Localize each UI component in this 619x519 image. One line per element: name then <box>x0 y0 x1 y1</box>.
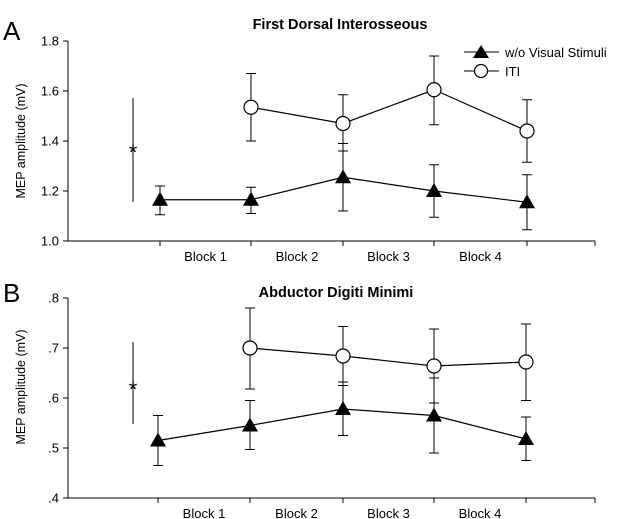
series-iti <box>242 307 534 404</box>
data-point-circle <box>426 82 442 98</box>
data-point-triangle <box>242 417 258 432</box>
panel-a-title: First Dorsal Interosseous <box>253 17 428 33</box>
data-point-circle <box>519 123 535 139</box>
series-wo-visual-stimuli <box>150 377 534 466</box>
x-category-label: Block 2 <box>275 506 318 519</box>
y-tick-label: .7 <box>48 341 59 356</box>
axes: .4 .5 .6 .7 .8 Block 1 Block 2 Block 3 Block 4 <box>48 291 596 519</box>
data-point-triangle <box>150 432 166 447</box>
x-category-label: Block 4 <box>459 506 502 519</box>
panel-b-title: Abductor Digiti Minimi <box>259 285 414 301</box>
axes: 1.0 1.2 1.4 1.6 1.8 Block 1 Block 2 Block 3 Bloc… <box>41 34 596 264</box>
panel-b-letter: B <box>3 278 20 308</box>
x-category-label: Block 1 <box>184 249 227 264</box>
data-point-circle <box>518 354 534 370</box>
data-point-circle <box>243 99 259 115</box>
data-point-triangle <box>426 407 442 422</box>
panel-a-letter: A <box>3 16 21 46</box>
data-point-triangle <box>243 191 259 206</box>
x-category-label: Block 1 <box>183 506 226 519</box>
y-tick-label: 1.4 <box>41 134 59 149</box>
y-tick-label: .5 <box>48 441 59 456</box>
panel-a-legend: w/o Visual Stimuli ITI <box>464 45 607 79</box>
data-point-triangle <box>519 194 535 209</box>
y-tick-label: 1.8 <box>41 34 59 49</box>
data-point-circle <box>335 115 351 132</box>
data-point-triangle <box>152 191 168 206</box>
panel-a: A First Dorsal Interosseous MEP amplitud… <box>3 16 607 264</box>
panel-a-ylabel: MEP amplitude (mV) <box>14 83 28 198</box>
legend-label-iti: ITI <box>505 64 520 79</box>
legend-label-wo-visual: w/o Visual Stimuli <box>504 45 607 60</box>
data-point-triangle <box>335 169 351 184</box>
x-category-label: Block 3 <box>367 506 410 519</box>
panel-b: B Abductor Digiti Minimi MEP amplitude (… <box>3 278 596 519</box>
x-category-label: Block 3 <box>367 249 410 264</box>
data-point-circle <box>426 358 442 374</box>
y-tick-label: .8 <box>48 291 59 306</box>
data-point-triangle <box>426 183 442 197</box>
data-point-triangle <box>335 401 351 415</box>
series-line <box>249 347 527 367</box>
y-tick-label: 1.2 <box>41 184 59 199</box>
x-category-label: Block 4 <box>459 249 502 264</box>
legend-circle-icon <box>473 63 489 79</box>
panel-b-ylabel: MEP amplitude (mV) <box>14 329 28 444</box>
y-tick-label: .6 <box>48 391 59 406</box>
x-category-label: Block 2 <box>276 249 319 264</box>
data-point-circle <box>335 348 351 364</box>
series-iti <box>243 55 535 163</box>
y-tick-label: .4 <box>48 491 59 506</box>
series-wo-visual-stimuli <box>152 143 535 231</box>
y-tick-label: 1.0 <box>41 234 59 249</box>
data-point-circle <box>242 340 258 356</box>
series-line <box>250 89 528 132</box>
data-point-triangle <box>518 431 534 445</box>
y-tick-label: 1.6 <box>41 84 59 99</box>
